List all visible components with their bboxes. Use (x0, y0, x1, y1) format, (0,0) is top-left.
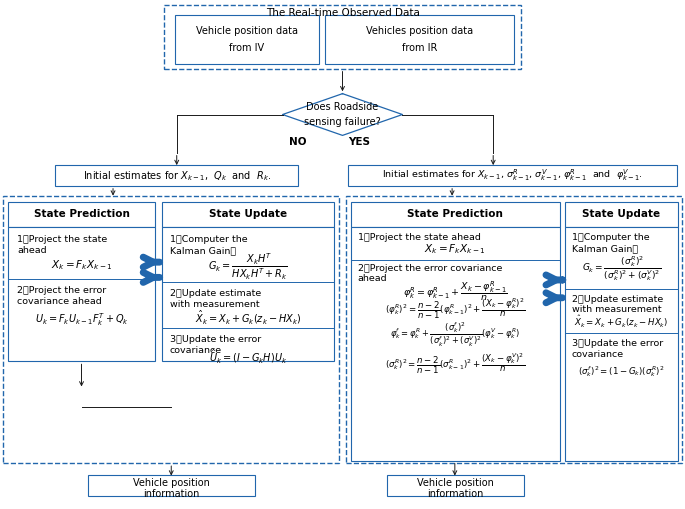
Bar (162, 227, 334, 361)
Text: State Prediction: State Prediction (34, 209, 129, 219)
Text: 1）Project the state ahead: 1）Project the state ahead (358, 233, 480, 242)
Text: 2）Update estimate: 2）Update estimate (572, 295, 663, 304)
Text: $X_k = F_k X_{k-1}$: $X_k = F_k X_{k-1}$ (424, 242, 486, 257)
Text: $(\sigma_k^f)^2 = (1 - G_k)(\sigma_k^R)^2$: $(\sigma_k^f)^2 = (1 - G_k)(\sigma_k^R)^… (578, 364, 664, 379)
Text: 3）Update the error: 3）Update the error (170, 335, 261, 344)
Text: $G_k = \dfrac{X_k H^T}{HX_k H^T + R_k}$: $G_k = \dfrac{X_k H^T}{HX_k H^T + R_k}$ (208, 251, 288, 282)
Text: 3）Update the error: 3）Update the error (572, 339, 663, 348)
Text: $\varphi_k^f = \varphi_k^R + \dfrac{(\sigma_k^f)^2}{(\sigma_k^f)^2 + (\sigma_k^V: $\varphi_k^f = \varphi_k^R + \dfrac{(\si… (390, 321, 520, 349)
Text: State Prediction: State Prediction (407, 209, 503, 219)
Text: information: information (143, 489, 199, 499)
Text: NO: NO (288, 136, 306, 147)
Text: with measurement: with measurement (572, 305, 662, 315)
Bar (351, 227, 560, 461)
Text: covariance ahead: covariance ahead (17, 297, 102, 306)
Text: Vehicle position: Vehicle position (417, 477, 494, 488)
Text: 2）Update estimate: 2）Update estimate (170, 289, 261, 298)
Bar (348, 165, 677, 186)
Text: 1）Computer the: 1）Computer the (572, 233, 649, 242)
Polygon shape (282, 94, 402, 135)
Bar (8, 227, 155, 361)
Bar (55, 165, 298, 186)
Bar (164, 5, 521, 69)
Text: $X_k = F_k X_{k-1}$: $X_k = F_k X_{k-1}$ (51, 258, 112, 272)
Text: Initial estimates for $X_{k-1}$, $\sigma_{k-1}^R$, $\sigma_{k-1}^V$, $\varphi_{k: Initial estimates for $X_{k-1}$, $\sigma… (382, 168, 643, 183)
Text: covariance: covariance (170, 346, 222, 355)
Text: $\hat{X}_k = X_k + G_k(z_k - HX_k)$: $\hat{X}_k = X_k + G_k(z_k - HX_k)$ (574, 314, 669, 330)
Text: Does Roadside: Does Roadside (306, 102, 379, 112)
Bar (162, 202, 334, 227)
Bar (88, 475, 255, 496)
Bar (565, 202, 678, 227)
Text: $(\sigma_k^R)^2 = \dfrac{n-2}{n-1}(\sigma_{k-1}^R)^2 + \dfrac{(X_k - \varphi_k^V: $(\sigma_k^R)^2 = \dfrac{n-2}{n-1}(\sigm… (385, 352, 525, 376)
Text: Initial estimates for $X_{k-1}$,  $Q_k$  and  $R_k$.: Initial estimates for $X_{k-1}$, $Q_k$ a… (83, 168, 271, 183)
Text: 2）Project the error: 2）Project the error (17, 286, 106, 295)
Text: State Update: State Update (582, 209, 660, 219)
Text: Vehicle position data: Vehicle position data (196, 25, 297, 36)
Bar (175, 15, 319, 64)
Text: with measurement: with measurement (170, 300, 260, 309)
Text: Kalman Gain：: Kalman Gain： (170, 246, 236, 255)
Text: from IR: from IR (401, 43, 437, 53)
Text: information: information (427, 489, 484, 499)
Text: State Update: State Update (209, 209, 287, 219)
Bar (351, 202, 560, 227)
Text: from IV: from IV (229, 43, 264, 53)
Bar (565, 227, 678, 461)
Text: 2）Project the error covariance: 2）Project the error covariance (358, 264, 502, 273)
Text: $U_k = F_k U_{k-1} F_k^T + Q_k$: $U_k = F_k U_{k-1} F_k^T + Q_k$ (34, 311, 129, 328)
Text: covariance: covariance (572, 350, 624, 359)
Bar (346, 196, 682, 463)
Text: $\hat{X}_k = X_k + G_k(z_k - HX_k)$: $\hat{X}_k = X_k + G_k(z_k - HX_k)$ (195, 307, 301, 326)
Bar (387, 475, 524, 496)
Text: Kalman Gain：: Kalman Gain： (572, 244, 638, 253)
Bar (325, 15, 514, 64)
Text: Vehicle position: Vehicle position (133, 477, 210, 488)
Text: $(\varphi_k^R)^2 = \dfrac{n-2}{n-1}(\varphi_{k-1}^R)^2 + \dfrac{(X_k - \varphi_k: $(\varphi_k^R)^2 = \dfrac{n-2}{n-1}(\var… (384, 297, 525, 321)
Text: 1）Computer the: 1）Computer the (170, 235, 247, 244)
Bar (3, 196, 339, 463)
Text: The Real-time Observed Data: The Real-time Observed Data (266, 8, 419, 18)
Text: YES: YES (348, 136, 370, 147)
Text: $G_k = \dfrac{(\sigma_k^R)^2}{(\sigma_k^R)^2 + (\sigma_k^V)^2}$: $G_k = \dfrac{(\sigma_k^R)^2}{(\sigma_k^… (582, 254, 661, 283)
Text: $\varphi_k^R = \varphi_{k-1}^R + \dfrac{X_k - \varphi_{k-1}^R}{n}$: $\varphi_k^R = \varphi_{k-1}^R + \dfrac{… (403, 279, 507, 303)
Text: 1）Project the state: 1）Project the state (17, 235, 108, 244)
Text: ahead: ahead (17, 246, 47, 255)
Bar (8, 202, 155, 227)
Text: ahead: ahead (358, 274, 387, 284)
Text: sensing failure?: sensing failure? (304, 117, 381, 127)
Text: $\hat{U}_k = (I - G_k H) U_k$: $\hat{U}_k = (I - G_k H) U_k$ (209, 347, 287, 365)
Text: Vehicles position data: Vehicles position data (366, 25, 473, 36)
